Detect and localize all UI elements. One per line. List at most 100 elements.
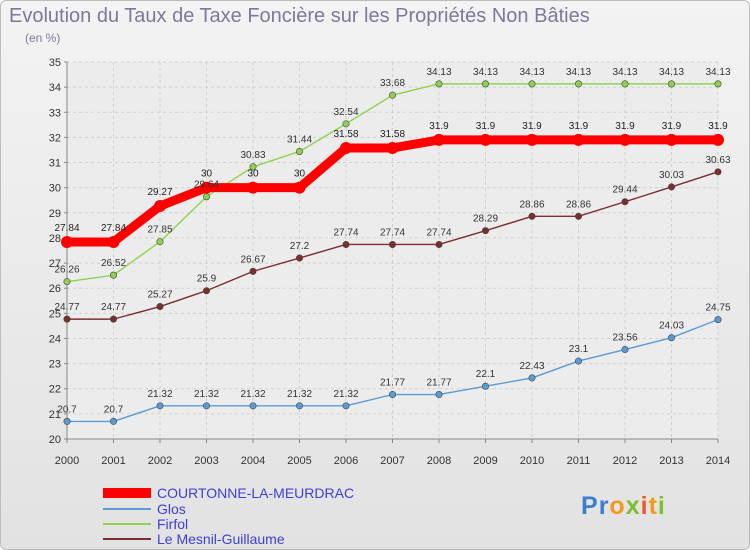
data-label-courtonne-la-meurdrac: 30 bbox=[294, 169, 306, 180]
data-label-glos: 21.32 bbox=[147, 389, 172, 400]
y-tick-label: 27 bbox=[49, 258, 61, 270]
data-point-glos bbox=[203, 402, 211, 410]
data-point-glos bbox=[63, 417, 71, 425]
data-point-firfol bbox=[714, 80, 722, 88]
y-tick-label: 33 bbox=[49, 107, 61, 119]
series-layer bbox=[61, 80, 724, 425]
data-label-glos: 21.32 bbox=[287, 389, 312, 400]
data-point-firfol bbox=[574, 80, 582, 88]
data-label-glos: 23.1 bbox=[569, 344, 589, 355]
chart-title: Evolution du Taux de Taxe Foncière sur l… bbox=[9, 5, 590, 27]
data-label-firfol: 34.13 bbox=[473, 67, 498, 78]
data-label-firfol: 26.52 bbox=[101, 258, 126, 269]
data-label-firfol: 34.13 bbox=[566, 67, 591, 78]
data-point-firfol bbox=[249, 163, 257, 171]
logo-letter: i bbox=[657, 492, 666, 520]
data-label-le-mesnil-guillaume: 29.44 bbox=[612, 185, 637, 196]
data-label-le-mesnil-guillaume: 25.27 bbox=[147, 290, 172, 301]
data-point-courtonne-la-meurdrac bbox=[247, 181, 259, 194]
data-point-courtonne-la-meurdrac bbox=[61, 235, 73, 248]
x-tick-label: 2014 bbox=[706, 455, 730, 467]
data-point-courtonne-la-meurdrac bbox=[340, 141, 352, 154]
data-label-glos: 23.56 bbox=[612, 333, 637, 344]
x-tick-label: 2006 bbox=[334, 455, 358, 467]
data-label-le-mesnil-guillaume: 30.63 bbox=[705, 155, 730, 166]
logo-letter: i bbox=[640, 492, 649, 520]
x-tick-label: 2012 bbox=[613, 455, 637, 467]
data-point-courtonne-la-meurdrac bbox=[200, 181, 213, 194]
logo-letter: P bbox=[581, 492, 599, 520]
data-point-le-mesnil-guillaume bbox=[249, 267, 257, 275]
data-label-firfol: 27.85 bbox=[147, 225, 172, 236]
data-label-courtonne-la-meurdrac: 31.9 bbox=[476, 121, 496, 132]
data-label-glos: 24.75 bbox=[705, 303, 730, 314]
data-point-firfol bbox=[621, 80, 629, 88]
data-label-glos: 20.7 bbox=[57, 404, 77, 415]
data-label-le-mesnil-guillaume: 30.03 bbox=[659, 170, 684, 181]
x-tick-label: 2011 bbox=[567, 455, 591, 467]
data-label-le-mesnil-guillaume: 27.2 bbox=[290, 241, 310, 252]
data-label-glos: 22.1 bbox=[476, 369, 496, 380]
data-point-le-mesnil-guillaume bbox=[714, 168, 722, 176]
data-label-firfol: 30.83 bbox=[240, 150, 265, 161]
data-point-courtonne-la-meurdrac bbox=[386, 141, 399, 154]
data-label-courtonne-la-meurdrac: 31.9 bbox=[429, 121, 449, 132]
logo-letter: o bbox=[609, 492, 626, 520]
y-tick-label: 34 bbox=[49, 82, 61, 94]
data-label-courtonne-la-meurdrac: 31.9 bbox=[569, 121, 589, 132]
data-label-le-mesnil-guillaume: 24.77 bbox=[101, 302, 126, 313]
data-point-le-mesnil-guillaume bbox=[621, 198, 629, 206]
data-label-courtonne-la-meurdrac: 31.58 bbox=[333, 129, 358, 140]
data-point-glos bbox=[388, 391, 396, 399]
x-tick-label: 2003 bbox=[194, 455, 218, 467]
data-point-glos bbox=[667, 334, 675, 342]
legend-label-courtonne-la-meurdrac: COURTONNE-LA-MEURDRAC bbox=[157, 485, 354, 501]
data-label-courtonne-la-meurdrac: 27.84 bbox=[54, 223, 79, 234]
data-label-glos: 21.77 bbox=[426, 378, 451, 389]
data-point-courtonne-la-meurdrac bbox=[433, 133, 445, 146]
data-label-le-mesnil-guillaume: 28.29 bbox=[473, 214, 498, 225]
data-label-firfol: 34.13 bbox=[612, 67, 637, 78]
data-label-firfol: 34.13 bbox=[659, 67, 684, 78]
data-point-glos bbox=[528, 374, 536, 382]
x-tick-label: 2005 bbox=[287, 455, 311, 467]
data-point-courtonne-la-meurdrac bbox=[712, 133, 724, 146]
data-point-firfol bbox=[342, 120, 350, 128]
data-label-glos: 20.7 bbox=[104, 404, 124, 415]
y-tick-label: 30 bbox=[49, 183, 61, 195]
data-point-courtonne-la-meurdrac bbox=[665, 133, 678, 146]
data-point-courtonne-la-meurdrac bbox=[526, 133, 538, 146]
data-point-firfol bbox=[203, 193, 211, 201]
y-tick-label: 32 bbox=[49, 132, 61, 144]
data-label-glos: 21.32 bbox=[240, 389, 265, 400]
data-label-courtonne-la-meurdrac: 30 bbox=[201, 169, 213, 180]
data-point-firfol bbox=[295, 147, 303, 155]
logo-letter: x bbox=[625, 492, 641, 520]
data-point-glos bbox=[621, 346, 629, 354]
data-point-firfol bbox=[481, 80, 489, 88]
data-point-courtonne-la-meurdrac bbox=[154, 200, 166, 213]
x-tick-label: 2001 bbox=[101, 455, 125, 467]
data-label-firfol: 31.44 bbox=[287, 134, 312, 145]
x-tick-label: 2000 bbox=[55, 455, 79, 467]
data-point-courtonne-la-meurdrac bbox=[293, 181, 306, 194]
data-point-glos bbox=[342, 402, 350, 410]
legend-label-glos: Glos bbox=[157, 501, 186, 517]
data-point-firfol bbox=[156, 238, 164, 246]
x-tick-label: 2002 bbox=[148, 455, 172, 467]
data-point-le-mesnil-guillaume bbox=[528, 212, 536, 220]
data-point-firfol bbox=[110, 271, 118, 279]
y-tick-label: 25 bbox=[49, 308, 61, 320]
data-point-le-mesnil-guillaume bbox=[435, 240, 443, 248]
x-tick-label: 2013 bbox=[659, 455, 683, 467]
axis-layer: 20 21 22 23 24 25 26 27 28 29 30 31 32 33 34 35 2000 2001… bbox=[49, 57, 730, 467]
y-tick-label: 31 bbox=[49, 158, 61, 170]
x-tick-label: 2004 bbox=[241, 455, 265, 467]
data-label-courtonne-la-meurdrac: 31.9 bbox=[522, 121, 542, 132]
data-point-glos bbox=[249, 402, 257, 410]
data-label-le-mesnil-guillaume: 24.77 bbox=[54, 302, 79, 313]
data-point-le-mesnil-guillaume bbox=[156, 303, 164, 311]
